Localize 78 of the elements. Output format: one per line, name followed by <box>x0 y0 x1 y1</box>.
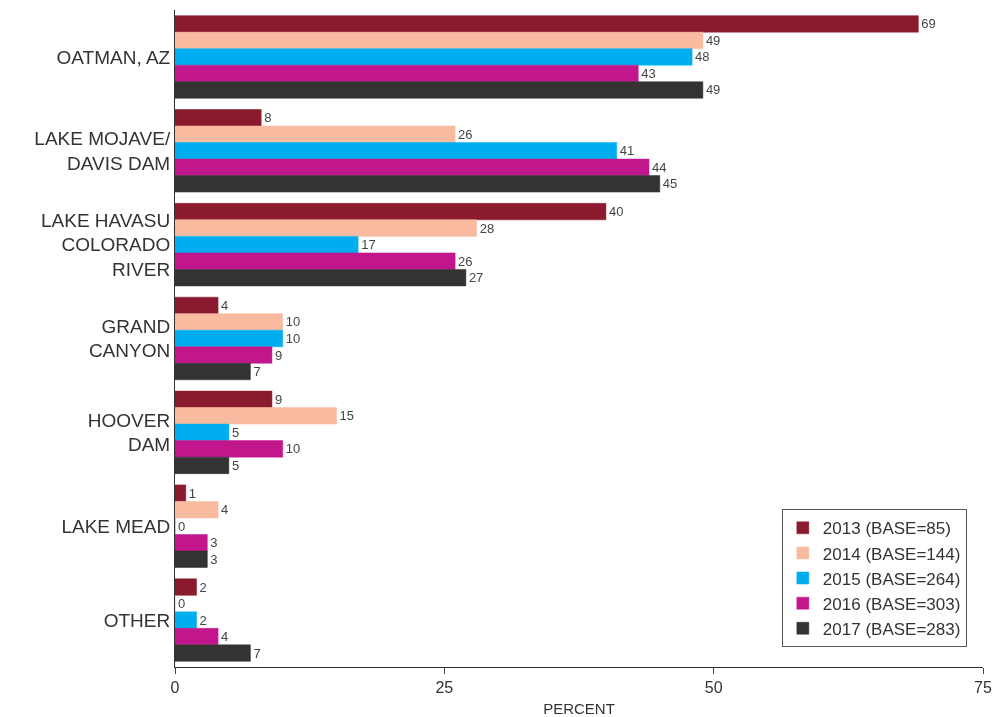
data-label: 40 <box>608 204 624 220</box>
data-label: 0 <box>178 596 186 612</box>
bar <box>175 313 283 331</box>
legend-label: 2017 (BASE=283) <box>822 619 961 639</box>
legend-label: 2016 (BASE=303) <box>822 594 961 614</box>
data-label: 48 <box>695 49 710 65</box>
data-label: 4 <box>221 629 229 645</box>
data-label: 7 <box>253 364 261 380</box>
bar <box>175 611 197 629</box>
bar <box>175 578 197 596</box>
data-label: 26 <box>458 253 473 269</box>
x-tick-label: 0 <box>170 679 180 697</box>
data-label: 8 <box>264 110 272 126</box>
legend-label: 2014 (BASE=144) <box>822 544 961 564</box>
bar <box>175 628 219 646</box>
bar <box>175 484 187 502</box>
bar <box>175 142 617 160</box>
data-label: 45 <box>662 176 678 192</box>
y-tick-label: LAKE MEAD <box>61 515 171 537</box>
y-tick-label: LAKE HAVASU COLORADO RIVER <box>41 209 171 280</box>
data-label: 43 <box>641 65 656 81</box>
data-label: 9 <box>274 347 283 363</box>
bar <box>175 109 262 127</box>
data-label: 5 <box>231 457 240 473</box>
bar <box>175 236 359 254</box>
data-label: 4 <box>221 297 229 313</box>
data-label: 26 <box>458 126 473 142</box>
bar <box>175 390 273 408</box>
data-label: 27 <box>468 270 484 286</box>
data-label: 3 <box>210 551 218 567</box>
y-tick-label: LAKE MOJAVE/ DAVIS DAM <box>34 128 171 174</box>
bar <box>175 203 607 221</box>
data-label: 9 <box>274 391 283 407</box>
data-label: 10 <box>285 441 301 457</box>
bar <box>175 219 477 237</box>
bar <box>175 15 919 33</box>
bar <box>175 158 650 176</box>
data-label: 41 <box>619 143 635 159</box>
y-tick-label: OATMAN, AZ <box>56 46 171 68</box>
bar <box>175 407 337 425</box>
bar <box>175 64 639 82</box>
data-label: 69 <box>921 16 936 32</box>
data-label: 28 <box>479 220 495 236</box>
y-tick-label: OTHER <box>103 609 171 631</box>
y-tick-label: GRAND CANYON <box>88 315 171 362</box>
data-label: 4 <box>221 502 229 518</box>
data-label: 10 <box>285 331 301 346</box>
bar <box>175 440 283 458</box>
x-tick-label: 75 <box>974 679 992 697</box>
data-label: 49 <box>705 82 721 98</box>
x-axis-title: PERCENT <box>543 700 615 717</box>
data-label: 10 <box>285 314 301 330</box>
bar <box>175 534 208 552</box>
bar <box>175 296 219 314</box>
legend-label: 2015 (BASE=264) <box>822 569 961 589</box>
data-label: 44 <box>652 159 667 175</box>
data-label: 49 <box>705 32 721 48</box>
bar <box>175 252 456 270</box>
bar <box>175 48 693 66</box>
data-label: 17 <box>361 237 376 253</box>
data-label: 15 <box>339 408 355 424</box>
data-label: 2 <box>199 579 207 595</box>
data-label: 2 <box>199 612 207 628</box>
data-label: 1 <box>188 485 196 501</box>
bar <box>175 346 273 364</box>
data-label: 3 <box>210 535 218 551</box>
data-label: 0 <box>178 518 186 534</box>
data-label: 5 <box>231 424 240 440</box>
bar <box>175 31 704 49</box>
legend-label: 2013 (BASE=85) <box>822 519 951 539</box>
bar <box>175 501 219 519</box>
x-tick-label: 25 <box>435 679 454 697</box>
x-tick-label: 50 <box>704 679 723 697</box>
data-label: 7 <box>253 645 261 661</box>
bar <box>175 423 230 441</box>
bar <box>175 125 456 143</box>
y-tick-label: HOOVER DAM <box>87 409 171 456</box>
bar <box>175 329 283 348</box>
